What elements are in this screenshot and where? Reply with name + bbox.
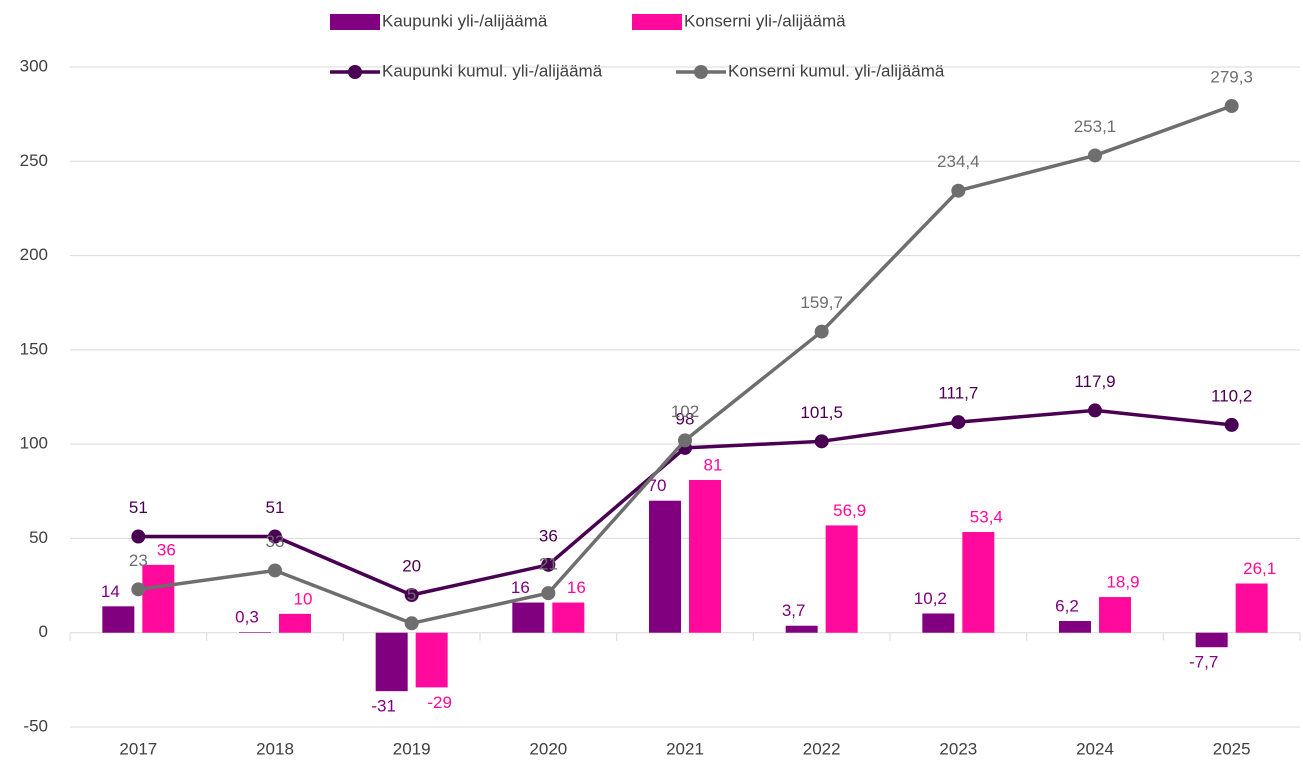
y-tick-label: 250 — [20, 151, 48, 170]
x-tick-label: 2025 — [1213, 739, 1251, 758]
data-label: 16 — [511, 578, 530, 597]
y-tick-label: 300 — [20, 56, 48, 75]
bar — [375, 632, 408, 692]
legend-swatch — [330, 14, 380, 30]
data-label: 21 — [539, 555, 558, 574]
x-tick-label: 2023 — [939, 739, 977, 758]
bar — [279, 613, 311, 633]
line-marker — [951, 183, 966, 198]
x-tick-label: 2018 — [256, 739, 294, 758]
data-label: 56,9 — [833, 501, 866, 520]
bar — [102, 606, 135, 633]
data-label: 36 — [539, 526, 558, 545]
line-marker — [1088, 403, 1102, 418]
line-marker — [541, 557, 556, 572]
data-label: -31 — [371, 697, 396, 716]
line-marker — [814, 434, 829, 449]
legend-swatch — [632, 14, 682, 30]
y-tick-label: 200 — [20, 245, 48, 264]
x-tick-label: 2020 — [529, 739, 567, 758]
line-marker — [814, 324, 829, 339]
line-marker — [131, 529, 146, 544]
data-label: 117,9 — [1074, 372, 1115, 391]
bar — [552, 602, 585, 633]
data-label: 81 — [704, 455, 723, 474]
data-label: 6,2 — [1055, 597, 1079, 616]
data-label: 53,4 — [970, 508, 1003, 527]
line-marker — [541, 586, 556, 601]
data-label: 0,3 — [235, 608, 259, 627]
line-marker — [678, 433, 692, 448]
bar — [239, 632, 271, 633]
data-label: 102 — [671, 402, 699, 421]
y-tick-label: 50 — [29, 528, 48, 547]
bar — [689, 479, 721, 633]
data-label: 36 — [157, 540, 176, 559]
data-label: 111,7 — [938, 384, 978, 403]
data-label: 101,5 — [800, 403, 843, 422]
line-marker — [1224, 99, 1239, 114]
bar — [142, 564, 175, 633]
data-label: 253,1 — [1074, 117, 1117, 136]
legend-label: Konserni kumul. yli-/alijäämä — [728, 61, 945, 80]
x-tick-label: 2017 — [119, 739, 157, 758]
bar — [415, 632, 448, 688]
y-tick-label: -50 — [23, 716, 48, 735]
bar — [1059, 621, 1091, 633]
data-label: 23 — [129, 551, 148, 570]
data-label: 26,1 — [1243, 559, 1276, 578]
line-marker — [268, 563, 282, 578]
data-label: 279,3 — [1210, 68, 1253, 87]
x-tick-label: 2019 — [393, 739, 431, 758]
data-label: 70 — [648, 476, 667, 495]
data-label: 159,7 — [800, 293, 843, 312]
line — [138, 104, 1233, 626]
x-tick-label: 2024 — [1076, 739, 1114, 758]
data-label: -29 — [427, 693, 452, 712]
legend-swatch — [348, 65, 362, 79]
data-label: 14 — [101, 582, 120, 601]
data-label: 51 — [266, 498, 285, 517]
x-tick-label: 2021 — [666, 739, 704, 758]
line-marker — [404, 616, 419, 631]
data-label: 10 — [294, 589, 313, 608]
data-label: 98 — [676, 409, 695, 428]
line-marker — [951, 415, 966, 430]
data-label: 51 — [129, 498, 148, 517]
legend-swatch — [694, 65, 708, 79]
data-label: 10,2 — [914, 589, 947, 608]
bar — [512, 602, 545, 633]
line-marker — [268, 529, 282, 544]
y-tick-label: 0 — [39, 622, 48, 641]
data-label: 110,2 — [1211, 386, 1252, 405]
legend-label: Kaupunki yli-/alijäämä — [382, 11, 548, 30]
y-tick-label: 150 — [20, 339, 48, 358]
data-label: 3,7 — [782, 601, 806, 620]
x-tick-label: 2022 — [803, 739, 841, 758]
bar — [1195, 632, 1228, 648]
data-label: 33 — [266, 532, 285, 551]
data-label: 20 — [402, 556, 421, 575]
bar — [785, 625, 818, 633]
y-tick-label: 100 — [20, 434, 48, 453]
data-label: 5 — [407, 585, 416, 604]
bar — [1235, 583, 1268, 633]
line-marker — [1088, 148, 1102, 163]
legend-label: Konserni yli-/alijäämä — [684, 11, 846, 30]
bar — [1099, 597, 1131, 633]
data-label: 16 — [567, 578, 586, 597]
line-marker — [131, 582, 146, 597]
legend-label: Kaupunki kumul. yli-/alijäämä — [382, 61, 603, 80]
bar — [962, 532, 995, 633]
data-label: 234,4 — [937, 152, 980, 171]
bar — [825, 525, 858, 633]
bar — [922, 613, 955, 633]
line-marker — [1224, 417, 1239, 432]
bar — [649, 500, 681, 633]
data-label: -7,7 — [1189, 653, 1218, 672]
line-marker — [404, 588, 419, 602]
data-label: 18,9 — [1106, 573, 1139, 592]
